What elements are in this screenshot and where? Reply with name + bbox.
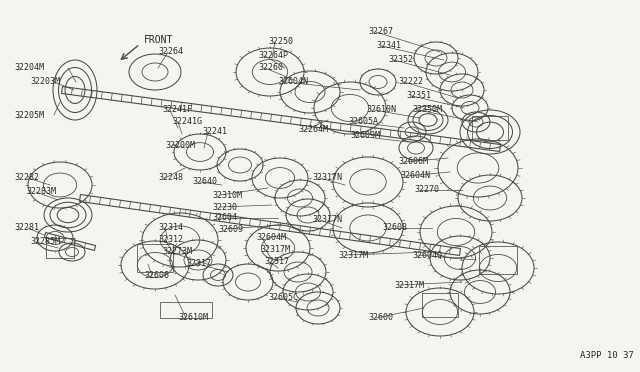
Text: FRONT: FRONT [144,35,173,45]
Text: 32609: 32609 [218,224,243,234]
Bar [422,293,458,317]
Text: 32606: 32606 [144,272,169,280]
Text: 32604N: 32604N [400,171,430,180]
Text: 32317N: 32317N [312,215,342,224]
Text: 32350M: 32350M [412,106,442,115]
Text: 32264M: 32264M [298,125,328,135]
Text: 32285M: 32285M [30,237,60,247]
Bar [137,244,173,272]
Text: 32600: 32600 [368,314,393,323]
Text: 32317M: 32317M [260,246,290,254]
Text: 32606M: 32606M [398,157,428,167]
Text: 32281: 32281 [14,224,39,232]
Text: 32205M: 32205M [14,110,44,119]
Text: 32604N: 32604N [278,77,308,87]
Text: 32317M: 32317M [338,250,368,260]
Bar [46,238,74,258]
Text: 32317N: 32317N [312,173,342,183]
Bar [472,116,508,140]
Text: 32264P: 32264P [258,51,288,61]
Text: 32610M: 32610M [178,314,208,323]
Text: 32310M: 32310M [212,190,242,199]
Text: 32605A: 32605A [348,118,378,126]
Text: 32273M: 32273M [162,247,192,257]
Text: 32250: 32250 [268,38,293,46]
Text: 32608: 32608 [382,224,407,232]
Text: 32352: 32352 [388,55,413,64]
Text: 32222: 32222 [398,77,423,87]
Text: 32314: 32314 [158,224,183,232]
Text: 32604M: 32604M [256,234,286,243]
Text: 32241G: 32241G [172,118,202,126]
Text: 32312: 32312 [158,235,183,244]
Text: 32204M: 32204M [14,64,44,73]
Text: 32640: 32640 [192,177,217,186]
Bar [160,302,212,318]
Text: A3PP 10 37: A3PP 10 37 [580,352,634,360]
Text: 32270: 32270 [414,186,439,195]
Text: 32248: 32248 [158,173,183,183]
Text: 32605C: 32605C [268,294,298,302]
Text: 32351: 32351 [406,92,431,100]
Text: 32260: 32260 [258,64,283,73]
Text: 32317M: 32317M [394,280,424,289]
Text: 32241: 32241 [202,128,227,137]
Text: 32317: 32317 [186,259,211,267]
Text: 32264: 32264 [158,48,183,57]
Text: 32200M: 32200M [165,141,195,150]
Text: 32610N: 32610N [366,106,396,115]
Text: 32317: 32317 [264,257,289,266]
Text: 32230: 32230 [212,202,237,212]
Text: 32282: 32282 [14,173,39,183]
Text: 32267: 32267 [368,28,393,36]
Text: 32283M: 32283M [26,187,56,196]
Bar [479,246,517,274]
Text: 32609M: 32609M [350,131,380,141]
Text: 32241F: 32241F [162,106,192,115]
Text: 32341: 32341 [376,42,401,51]
Text: 32604Q: 32604Q [412,250,442,260]
Text: 32604: 32604 [212,214,237,222]
Text: 32203M: 32203M [30,77,60,87]
